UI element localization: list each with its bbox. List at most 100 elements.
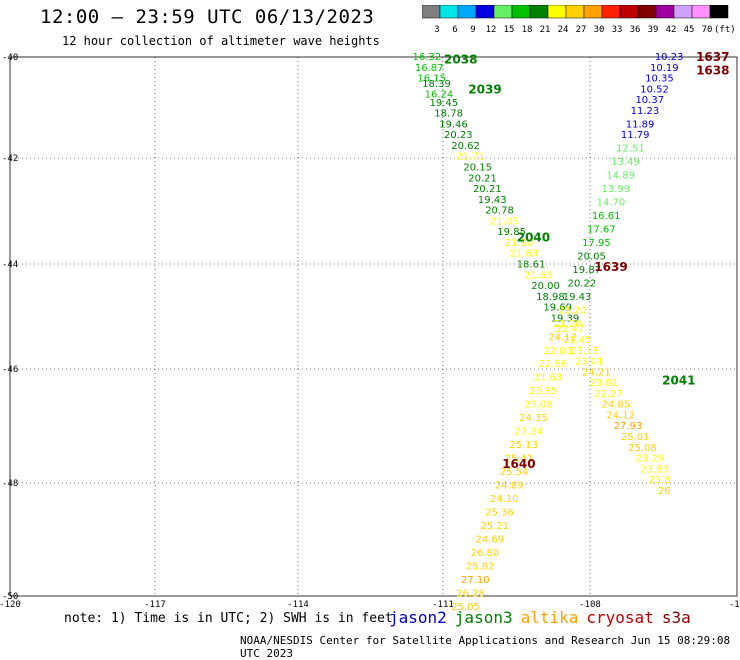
wave-height-point-jason3: 18.78 [434, 109, 463, 120]
wave-height-point-jason2: 20.22 [568, 278, 597, 289]
wave-height-point-jason3: 18.39 [422, 79, 451, 90]
wave-height-map: -40 -42 -44 -46 -48 -50-120 -117 -114 -111 -108 -1… [0, 50, 740, 610]
wave-height-point-jason3: 21.83 [509, 249, 538, 260]
wave-height-point-altika: 23.08 [524, 400, 553, 411]
latitude-label: -48 [2, 479, 18, 489]
legend-item-jason2: jason2 [389, 608, 447, 627]
longitude-label: -111 [432, 600, 454, 610]
wave-height-point-altika: 26.80 [471, 548, 500, 559]
pass-time-label: 2041 [662, 373, 695, 387]
wave-height-point-jason2: 10.52 [640, 84, 669, 95]
wave-height-point-jason3: 19.43 [478, 195, 507, 206]
wave-height-point-jason3: 19.85 [497, 227, 526, 238]
wave-height-point-altika: 24.35 [519, 413, 548, 424]
wave-height-point-jason2: 13.49 [611, 157, 640, 168]
wave-height-point-jason3: 26 [658, 486, 671, 497]
wave-height-point-jason3: 16.87 [415, 63, 444, 74]
wave-height-point-jason3: 21.90 [505, 238, 534, 249]
color-scale-label: 42 [666, 25, 677, 35]
color-scale-label: 24 [558, 25, 569, 35]
wave-height-point-altika: 27.10 [461, 575, 490, 586]
wave-height-point-jason3: 21.45 [563, 335, 592, 346]
color-scale-label: 12 [486, 25, 497, 35]
wave-height-point-jason3: 16.24 [425, 90, 454, 101]
color-scale-label: 36 [630, 25, 641, 35]
wave-height-point-altika: 25.21 [480, 521, 509, 532]
wave-height-point-jason3: 20.15 [463, 162, 492, 173]
color-scale-unit: (ft) [714, 25, 736, 35]
wave-height-point-altika: 25.54 [500, 467, 529, 478]
wave-height-point-jason3: 21.65 [524, 270, 553, 281]
wave-height-point-jason2: 10.19 [650, 63, 679, 74]
pass-time-label: 1638 [696, 63, 729, 77]
map-subtitle: 12 hour collection of altimeter wave hei… [62, 34, 380, 48]
wave-height-point-jason3: 23.8 [648, 475, 670, 486]
color-scale-label: 9 [470, 25, 475, 35]
footer-note: note: 1) Time is in UTC; 2) SWH is in fe… [64, 611, 393, 626]
color-scale-label: 30 [594, 25, 605, 35]
wave-height-point-altika: 21.63 [534, 373, 563, 384]
color-scale-label: 18 [522, 25, 533, 35]
wave-height-point-jason3: 19.39 [551, 313, 580, 324]
wave-height-point-jason3: 18.61 [517, 260, 546, 271]
color-scale-legend: 3 6 9 12 15 18 21 24 27 30 33 36 39 42 45 70 (ft) [422, 5, 736, 35]
wave-height-point-jason3: 20.23 [444, 130, 473, 141]
wave-height-point-jason3: 22.27 [594, 389, 623, 400]
legend-item-cryosat: cryosat [586, 608, 654, 627]
wave-height-point-jason3: 23.29 [635, 454, 664, 465]
wave-height-point-altika: 21.20 [553, 319, 582, 330]
color-scale-label: 27 [576, 25, 587, 35]
footer-credit: NOAA/NESDIS Center for Satellite Applica… [240, 634, 731, 660]
wave-height-point-jason2: 11.89 [626, 119, 655, 130]
wave-height-point-jason3: 23.81 [589, 378, 618, 389]
wave-height-point-jason2: 11.23 [631, 106, 660, 117]
wave-height-point-jason3: 24.85 [602, 400, 631, 411]
wave-height-point-jason2: 17.95 [582, 238, 611, 249]
pass-time-label: 1637 [696, 50, 729, 64]
longitude-label: -117 [144, 600, 166, 610]
wave-height-point-jason3: 25.08 [628, 443, 657, 454]
wave-height-point-jason3: 23.18 [570, 346, 599, 357]
color-scale-label: 70 [702, 25, 713, 35]
wave-height-point-jason2: 14.89 [606, 171, 635, 182]
wave-height-point-jason2: 12.51 [616, 144, 645, 155]
wave-height-point-jason3: 18.98 [536, 292, 565, 303]
wave-height-point-altika: 19.43 [563, 292, 592, 303]
wave-height-point-jason3: 16.32 [412, 52, 441, 63]
wave-height-point-jason2: 10.23 [655, 52, 684, 63]
longitude-label: -114 [287, 600, 309, 610]
legend-item-jason3: jason3 [454, 608, 513, 627]
wave-height-point-jason3: 19.45 [429, 98, 458, 109]
wave-height-point-altika: 25.05 [451, 602, 480, 610]
color-scale-swatch [709, 5, 729, 19]
color-scale-label: 33 [612, 25, 623, 35]
wave-height-point-jason2: 11.79 [621, 130, 650, 141]
latitude-label: -40 [2, 53, 18, 63]
pass-time-label: 2038 [444, 53, 477, 67]
wave-height-point-jason2: 20.05 [577, 251, 606, 262]
wave-height-point-jason2: 10.37 [635, 95, 664, 106]
wave-height-point-jason3: 19.69 [543, 303, 572, 314]
wave-height-point-jason3: 20.78 [485, 206, 514, 217]
wave-height-point-jason3: 16.15 [417, 74, 446, 85]
latitude-label: -46 [2, 365, 18, 375]
pass-time-label: 2040 [517, 231, 550, 245]
wave-height-point-jason3: 23.83 [640, 464, 669, 475]
satellite-legend: jason2 jason3 altika cryosat s3a [389, 608, 699, 627]
wave-height-point-altika: 24.10 [490, 494, 519, 505]
wave-height-point-jason3: 27.93 [614, 421, 643, 432]
latitude-label: -44 [2, 260, 18, 270]
wave-height-point-jason3: 23.01 [575, 357, 604, 368]
wave-height-point-altika: 22.86 [539, 359, 568, 370]
pass-time-label: 1640 [502, 457, 535, 471]
wave-height-point-altika: 25.82 [466, 561, 495, 572]
wave-height-point-altika: 25.13 [509, 440, 538, 451]
wave-height-point-jason3: 21.05 [490, 216, 519, 227]
wave-height-point-jason3: 21.71 [456, 152, 485, 163]
wave-height-point-jason2: 17.67 [587, 224, 616, 235]
wave-height-point-altika: 23.95 [529, 386, 558, 397]
wave-height-point-jason3: 22.47 [555, 324, 584, 335]
wave-height-point-altika: 25.41 [505, 454, 534, 465]
wave-height-point-jason2: 16.61 [592, 211, 621, 222]
wave-height-point-jason3: 20.62 [451, 141, 480, 152]
